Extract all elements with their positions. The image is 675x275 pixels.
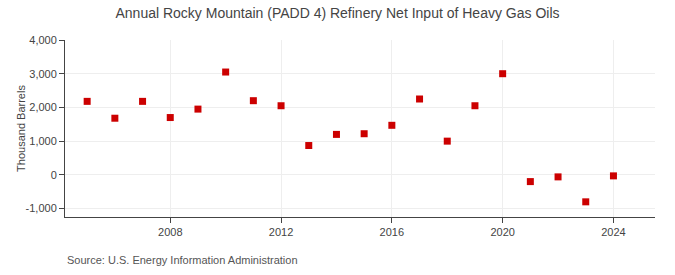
svg-text:2012: 2012 [269,226,293,238]
svg-text:2024: 2024 [601,226,625,238]
svg-text:Source: U.S. Energy Informatio: Source: U.S. Energy Information Administ… [67,254,298,266]
svg-text:Thousand Barrels: Thousand Barrels [15,85,27,172]
svg-text:-1,000: -1,000 [26,202,57,214]
svg-text:4,000: 4,000 [29,34,57,46]
svg-text:2020: 2020 [490,226,514,238]
svg-text:2,000: 2,000 [29,101,57,113]
svg-text:2008: 2008 [158,226,182,238]
svg-text:0: 0 [51,169,57,181]
svg-text:2016: 2016 [380,226,404,238]
svg-text:1,000: 1,000 [29,135,57,147]
svg-text:3,000: 3,000 [29,68,57,80]
svg-text:Annual Rocky Mountain (PADD 4): Annual Rocky Mountain (PADD 4) Refinery … [115,5,559,21]
